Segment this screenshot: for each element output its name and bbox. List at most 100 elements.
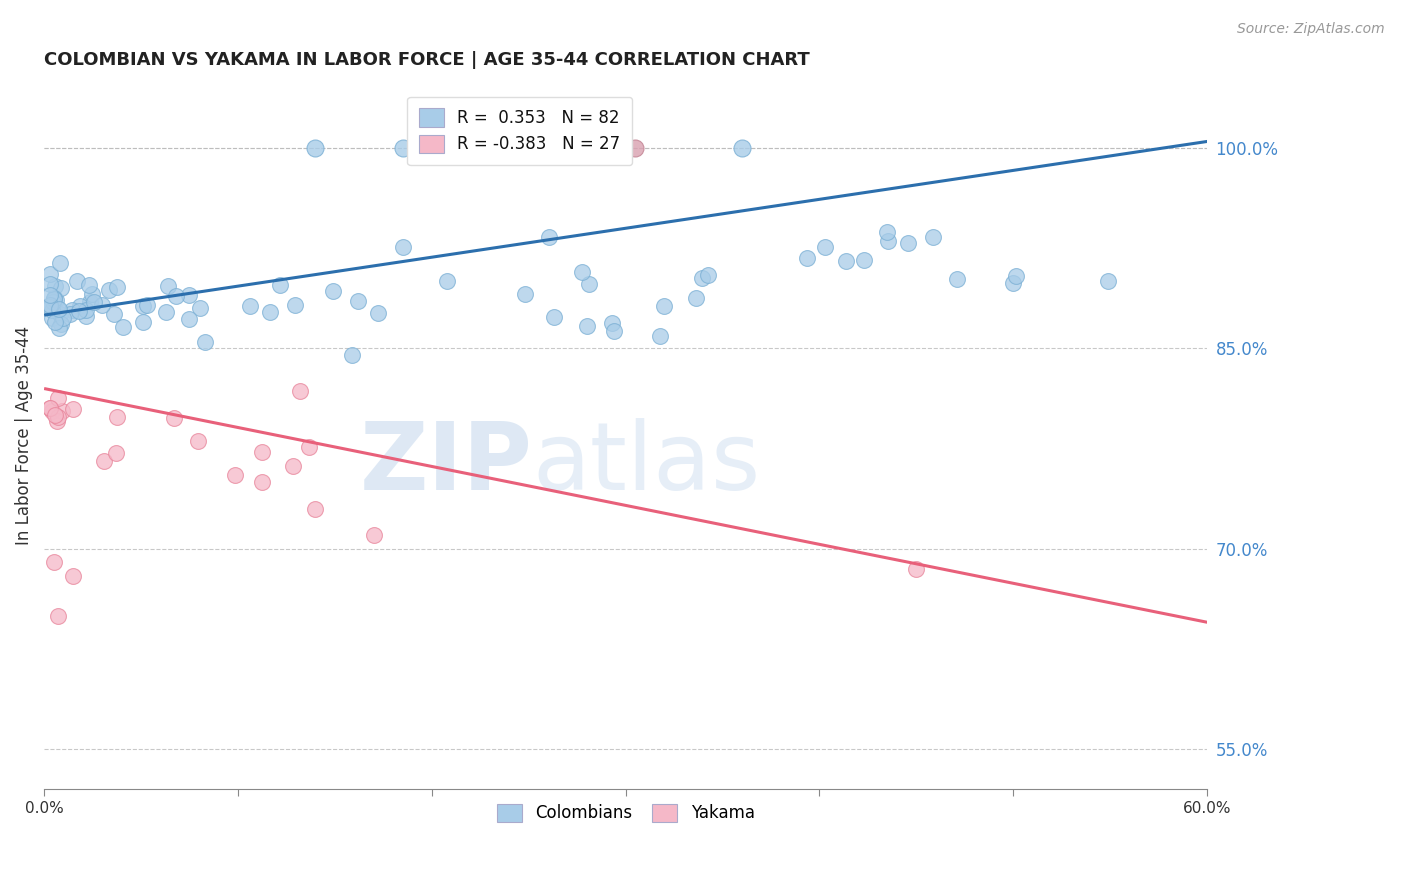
Point	[59, 307, 82, 321]
Point	[187, 434, 209, 449]
Point	[945, 272, 967, 286]
Point	[537, 229, 560, 244]
Point	[46, 409, 69, 424]
Point	[571, 265, 593, 279]
Point	[69, 299, 91, 313]
Y-axis label: In Labor Force | Age 35-44: In Labor Force | Age 35-44	[15, 326, 32, 545]
Point	[48, 307, 70, 321]
Point	[281, 458, 304, 473]
Point	[62, 401, 84, 416]
Point	[515, 286, 537, 301]
Point	[1004, 269, 1026, 284]
Point	[155, 305, 177, 319]
Point	[269, 277, 291, 292]
Point	[51, 404, 73, 418]
Point	[547, 141, 569, 155]
Point	[132, 299, 155, 313]
Point	[284, 297, 307, 311]
Point	[304, 141, 326, 155]
Point	[224, 467, 246, 482]
Point	[46, 608, 69, 623]
Point	[600, 317, 623, 331]
Point	[731, 141, 754, 155]
Point	[796, 252, 818, 266]
Point	[45, 414, 67, 428]
Point	[65, 274, 87, 288]
Point	[696, 268, 718, 283]
Point	[44, 408, 66, 422]
Point	[363, 528, 385, 542]
Point	[576, 318, 599, 333]
Point	[239, 300, 262, 314]
Point	[41, 303, 63, 318]
Point	[105, 279, 128, 293]
Text: ZIP: ZIP	[360, 417, 533, 509]
Point	[44, 279, 66, 293]
Point	[921, 230, 943, 244]
Point	[498, 141, 520, 155]
Point	[75, 302, 97, 317]
Point	[685, 291, 707, 305]
Point	[179, 311, 201, 326]
Point	[853, 252, 876, 267]
Point	[652, 299, 675, 313]
Point	[179, 288, 201, 302]
Point	[450, 141, 472, 155]
Point	[104, 446, 127, 460]
Point	[1097, 274, 1119, 288]
Text: COLOMBIAN VS YAKAMA IN LABOR FORCE | AGE 35-44 CORRELATION CHART: COLOMBIAN VS YAKAMA IN LABOR FORCE | AGE…	[44, 51, 810, 69]
Point	[49, 317, 72, 331]
Point	[603, 324, 626, 338]
Point	[543, 310, 565, 325]
Point	[41, 404, 63, 418]
Point	[39, 298, 62, 312]
Point	[290, 384, 312, 399]
Legend: Colombians, Yakama: Colombians, Yakama	[485, 792, 766, 834]
Point	[132, 315, 155, 329]
Point	[835, 254, 858, 268]
Point	[250, 445, 273, 459]
Point	[45, 293, 67, 307]
Point	[49, 256, 72, 270]
Point	[83, 295, 105, 310]
Point	[44, 555, 66, 569]
Point	[165, 289, 187, 303]
Point	[42, 295, 65, 310]
Point	[67, 304, 90, 318]
Point	[135, 298, 157, 312]
Text: atlas: atlas	[533, 417, 761, 509]
Point	[44, 293, 66, 307]
Point	[75, 309, 97, 323]
Point	[46, 391, 69, 405]
Point	[51, 280, 73, 294]
Point	[93, 453, 115, 467]
Point	[650, 329, 672, 343]
Point	[39, 401, 62, 415]
Point	[897, 236, 920, 251]
Point	[39, 267, 62, 281]
Point	[39, 288, 62, 302]
Point	[162, 411, 184, 425]
Point	[367, 305, 389, 319]
Point	[44, 291, 66, 305]
Point	[1002, 809, 1025, 823]
Point	[60, 302, 83, 317]
Text: Source: ZipAtlas.com: Source: ZipAtlas.com	[1237, 22, 1385, 37]
Point	[391, 240, 413, 254]
Point	[48, 321, 70, 335]
Point	[578, 277, 600, 291]
Point	[39, 277, 62, 291]
Point	[52, 310, 75, 325]
Point	[322, 285, 344, 299]
Point	[111, 320, 134, 334]
Point	[46, 302, 69, 317]
Point	[194, 334, 217, 349]
Point	[190, 301, 212, 315]
Point	[304, 501, 326, 516]
Point	[48, 301, 70, 316]
Point	[62, 568, 84, 582]
Point	[82, 286, 104, 301]
Point	[342, 348, 364, 362]
Point	[250, 475, 273, 489]
Point	[103, 307, 125, 321]
